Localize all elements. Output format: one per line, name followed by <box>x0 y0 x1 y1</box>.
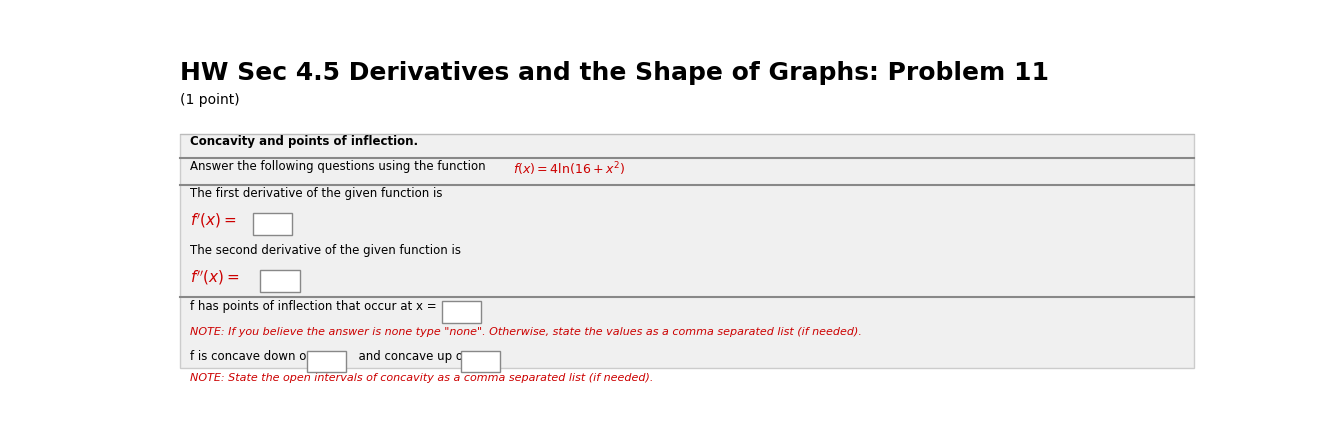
Text: f has points of inflection that occur at x =: f has points of inflection that occur at… <box>190 300 441 313</box>
Text: HW Sec 4.5 Derivatives and the Shape of Graphs: Problem 11: HW Sec 4.5 Derivatives and the Shape of … <box>180 61 1049 85</box>
FancyBboxPatch shape <box>443 301 481 323</box>
Text: Concavity and points of inflection.: Concavity and points of inflection. <box>190 135 418 149</box>
FancyBboxPatch shape <box>307 351 346 372</box>
FancyBboxPatch shape <box>253 213 292 235</box>
Text: Answer the following questions using the function: Answer the following questions using the… <box>190 160 493 173</box>
Text: The second derivative of the given function is: The second derivative of the given funct… <box>190 244 461 257</box>
Text: NOTE: State the open intervals of concavity as a comma separated list (if needed: NOTE: State the open intervals of concav… <box>190 373 654 383</box>
FancyBboxPatch shape <box>260 270 299 292</box>
Text: $f(x) = 4\ln(16 + x^2)$: $f(x) = 4\ln(16 + x^2)$ <box>512 160 625 178</box>
Text: f is concave down on: f is concave down on <box>190 350 314 363</box>
Text: The first derivative of the given function is: The first derivative of the given functi… <box>190 187 443 200</box>
FancyBboxPatch shape <box>180 134 1195 368</box>
Text: NOTE: If you believe the answer is none type "none". Otherwise, state the values: NOTE: If you believe the answer is none … <box>190 327 862 336</box>
Text: (1 point): (1 point) <box>180 92 240 107</box>
Text: and concave up on: and concave up on <box>350 350 471 363</box>
FancyBboxPatch shape <box>461 351 500 372</box>
Text: $f'(x) =$: $f'(x) =$ <box>190 211 237 230</box>
Text: $f''(x) =$: $f''(x) =$ <box>190 268 240 287</box>
